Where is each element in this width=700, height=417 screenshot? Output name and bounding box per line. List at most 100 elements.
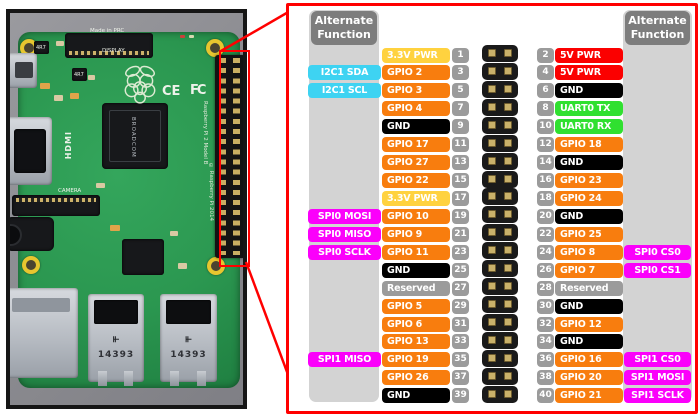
- header-pin-row: [482, 45, 518, 62]
- header-pin: [504, 84, 512, 93]
- pin-number-right: 2: [537, 47, 554, 63]
- pin-number-right: 28: [537, 280, 554, 296]
- pin-label-left: GND: [382, 262, 450, 278]
- header-pin: [488, 210, 496, 219]
- pin-number-left: 17: [452, 190, 469, 206]
- pin-label-right: GND: [555, 83, 623, 99]
- inductor: 4R7: [34, 41, 49, 54]
- header-pin-row: [482, 80, 518, 98]
- pin-label-left: GPIO 2: [382, 65, 450, 81]
- pin-number-left: 9: [452, 119, 469, 135]
- pin-number-right: 18: [537, 190, 554, 206]
- header-pin-row: [482, 170, 518, 188]
- header-pin: [504, 246, 512, 255]
- pin-label-left: GPIO 19: [382, 352, 450, 368]
- header-pin-row: [482, 260, 518, 278]
- usb-port-number: 14393: [170, 350, 207, 360]
- alt-function-header-left: Alternate Function: [311, 11, 377, 45]
- header-pin: [488, 300, 496, 309]
- pin-label-right: GPIO 21: [555, 388, 623, 404]
- pin-label-right: GPIO 12: [555, 316, 623, 332]
- header-pin: [488, 102, 496, 111]
- pin-label-right: UART0 RX: [555, 119, 623, 135]
- lan-chip: [122, 239, 164, 275]
- header-pin-row: [482, 313, 518, 331]
- header-pin-row: [482, 206, 518, 224]
- pin-number-right: 8: [537, 101, 554, 117]
- pin-number-right: 16: [537, 173, 554, 188]
- soc-chip-label: BROADCOM: [130, 117, 136, 158]
- component: [178, 263, 187, 269]
- usb-port: ⫦ 14393: [88, 294, 144, 386]
- pin-number-right: 22: [537, 226, 554, 242]
- ce-mark: CE: [162, 84, 181, 99]
- pin-number-left: 39: [452, 388, 469, 404]
- header-pin: [504, 192, 512, 201]
- display-text: DISPLAY: [102, 48, 125, 54]
- alt-label-right: SPI0 CS1: [624, 262, 691, 278]
- pin-label-right: GPIO 8: [555, 244, 623, 260]
- component: [40, 83, 50, 89]
- pin-label-left: GND: [382, 388, 450, 404]
- component: [70, 93, 79, 99]
- mounting-hole: [22, 256, 40, 274]
- header-pin-row: [482, 349, 518, 367]
- header-pin: [488, 192, 496, 201]
- pin-label-left: GPIO 5: [382, 298, 450, 314]
- header-pin-row: [482, 98, 518, 116]
- pin-number-right: 38: [537, 370, 554, 386]
- header-pin: [488, 389, 496, 398]
- header-pin-row: [482, 242, 518, 260]
- header-pin-row: [482, 224, 518, 242]
- header-pin: [488, 246, 496, 255]
- pin-number-left: 1: [452, 47, 469, 63]
- pin-label-right: GND: [555, 298, 623, 314]
- pin-label-left: GPIO 27: [382, 155, 450, 171]
- inductor: 4R7: [72, 68, 87, 81]
- pin-label-right: GPIO 7: [555, 262, 623, 278]
- pin-label-right: GND: [555, 334, 623, 350]
- header-pin: [488, 282, 496, 291]
- pin-label-left: GPIO 10: [382, 208, 450, 224]
- inductor-label: 4R7: [74, 72, 84, 78]
- pin-number-left: 5: [452, 83, 469, 99]
- pin-number-left: 21: [452, 226, 469, 242]
- header-pin: [488, 371, 496, 380]
- header-pin: [488, 174, 496, 183]
- micro-usb-port: [10, 53, 37, 88]
- header-pin-row: [482, 188, 518, 206]
- header-pin: [504, 317, 512, 326]
- pin-label-right: GPIO 25: [555, 226, 623, 242]
- pin-number-right: 6: [537, 83, 554, 99]
- pin-number-left: 27: [452, 280, 469, 296]
- header-pin: [488, 264, 496, 273]
- header-pin: [488, 138, 496, 147]
- callout-rectangle: [219, 50, 250, 267]
- display-connector: [65, 33, 153, 58]
- header-pin: [504, 138, 512, 147]
- hdmi-port: [10, 117, 52, 185]
- alt-label-right: SPI1 CS0: [624, 352, 691, 368]
- pin-number-left: 35: [452, 352, 469, 368]
- pin-number-left: 33: [452, 334, 469, 350]
- header-pin: [488, 156, 496, 165]
- component: [54, 95, 63, 101]
- pin-label-left: GPIO 13: [382, 334, 450, 350]
- header-pin: [504, 371, 512, 380]
- pin-number-left: 31: [452, 316, 469, 332]
- pin-number-right: 32: [537, 316, 554, 332]
- pin-number-right: 30: [537, 298, 554, 314]
- component: [110, 225, 120, 231]
- status-led: [180, 35, 185, 38]
- header-pin: [488, 228, 496, 237]
- pin-number-left: 15: [452, 173, 469, 188]
- inductor-label: 4R7: [36, 45, 46, 51]
- pin-number-left: 19: [452, 208, 469, 224]
- header-pin: [488, 120, 496, 129]
- pin-label-left: GPIO 22: [382, 173, 450, 188]
- pin-number-right: 20: [537, 208, 554, 224]
- pin-rows: 3.3V PWR 1 2 5V PWR I2C1 SDA GPIO 2 3 4 5V PWR I2…: [289, 6, 695, 411]
- header-pin: [504, 282, 512, 291]
- header-pin-row: [482, 116, 518, 134]
- pin-label-right: 5V PWR: [555, 47, 623, 63]
